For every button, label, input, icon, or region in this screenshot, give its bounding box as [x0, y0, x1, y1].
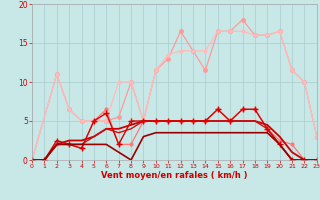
X-axis label: Vent moyen/en rafales ( km/h ): Vent moyen/en rafales ( km/h )	[101, 171, 248, 180]
